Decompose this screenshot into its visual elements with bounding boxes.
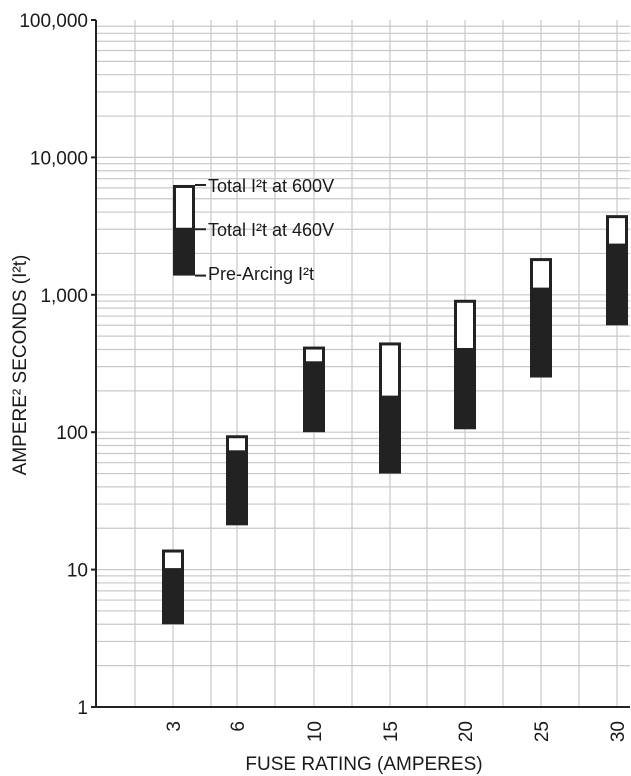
y-axis-title: AMPERE² SECONDS (I²t)	[10, 255, 31, 476]
bar-460v-to-600v-25a	[530, 258, 552, 291]
bar-460v-to-600v-3a	[162, 549, 184, 572]
bar-460v-to-600v-30a	[606, 215, 628, 247]
legend-label-600v: Total I²t at 600V	[208, 176, 334, 196]
bar-460v-to-600v-15a	[379, 342, 401, 399]
bar-pre-arcing-to-460v-3a	[162, 569, 184, 625]
bar-pre-arcing-to-460v-25a	[530, 289, 552, 378]
legend-label-460v: Total I²t at 460V	[208, 220, 334, 240]
legend: Total I²t at 600V Total I²t at 460V Pre-Ar…	[173, 176, 334, 284]
y-tick-label: 1,000	[40, 286, 88, 307]
bar-460v-to-600v-20a	[454, 299, 476, 351]
x-tick-label: 6	[228, 721, 249, 732]
data-bars	[162, 215, 628, 625]
x-tick-label: 10	[305, 721, 326, 742]
bar-pre-arcing-to-460v-legend	[173, 229, 195, 276]
x-tick-label: 15	[381, 721, 402, 742]
x-tick-label: 20	[456, 721, 477, 742]
bar-pre-arcing-to-460v-6a	[226, 451, 248, 526]
y-axis-tick-labels: 1 10 100 1,000 10,000 100,000	[19, 11, 88, 719]
bar-460v-to-600v-6a	[226, 435, 248, 454]
x-axis-tick-labels: 3 6 10 15 20 25 30	[164, 721, 629, 742]
y-tick-label: 1	[77, 698, 88, 719]
bar-pre-arcing-to-460v-10a	[303, 362, 325, 433]
y-tick-label: 10	[67, 561, 88, 582]
x-tick-label: 3	[164, 721, 185, 732]
x-tick-label: 25	[532, 721, 553, 742]
y-tick-label: 100,000	[19, 11, 88, 32]
legend-label-pre-arcing: Pre-Arcing I²t	[208, 264, 314, 284]
bar-pre-arcing-to-460v-15a	[379, 397, 401, 474]
bar-pre-arcing-to-460v-20a	[454, 349, 476, 430]
x-tick-label: 30	[608, 721, 629, 742]
x-axis-title: FUSE RATING (AMPERES)	[245, 754, 482, 775]
bar-460v-to-600v-10a	[303, 346, 325, 365]
y-tick-label: 100	[56, 423, 88, 444]
bar-pre-arcing-to-460v-30a	[606, 245, 628, 326]
y-tick-label: 10,000	[30, 148, 88, 169]
bar-460v-to-600v-legend	[173, 184, 195, 231]
